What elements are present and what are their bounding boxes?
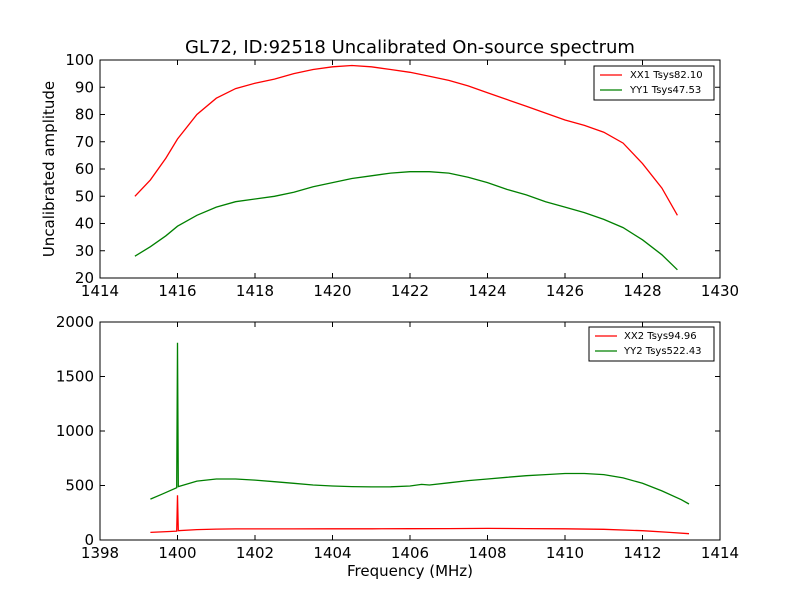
bottom-ytick-label-2: 1000 xyxy=(56,422,94,440)
top-chart-series xyxy=(134,64,678,271)
top-ytick-label-3: 50 xyxy=(75,187,94,205)
top-xtick-label-6: 1426 xyxy=(546,282,584,300)
bottom-chart-legend: XX2 Tsys94.96 YY2 Tsys522.43 xyxy=(588,326,715,362)
bottom-ytick-label-1: 500 xyxy=(65,477,94,495)
bottom-xtick-label-1: 1400 xyxy=(158,544,196,562)
top-ytick-label-1: 30 xyxy=(75,242,94,260)
bottom-series-line-0 xyxy=(150,495,690,535)
top-series-line-1 xyxy=(134,171,678,271)
bottom-xtick-label-6: 1410 xyxy=(546,544,584,562)
bottom-chart: Frequency (MHz) 1398 1400 1402 1404 1406 1408… xyxy=(56,313,739,580)
top-chart-title: GL72, ID:92518 Uncalibrated On-source sp… xyxy=(185,37,635,58)
bottom-chart-xlabel: Frequency (MHz) xyxy=(347,562,473,580)
bottom-xtick-label-8: 1414 xyxy=(701,544,739,562)
bottom-legend-label-xx2: XX2 Tsys94.96 xyxy=(624,331,697,342)
top-xtick-label-1: 1416 xyxy=(158,282,196,300)
top-ytick-label-6: 80 xyxy=(75,106,94,124)
top-legend-label-xx1: XX1 Tsys82.10 xyxy=(630,70,703,81)
top-chart-legend: XX1 Tsys82.10 YY1 Tsys47.53 xyxy=(593,65,715,101)
top-ytick-label-8: 100 xyxy=(65,51,94,69)
top-ytick-label-5: 70 xyxy=(75,133,94,151)
bottom-xtick-label-0: 1398 xyxy=(81,544,119,562)
top-chart-ylabel: Uncalibrated amplitude xyxy=(40,81,58,257)
bottom-xtick-label-4: 1406 xyxy=(391,544,429,562)
top-series-line-0 xyxy=(134,64,678,216)
top-xtick-label-2: 1418 xyxy=(236,282,274,300)
top-xtick-label-4: 1422 xyxy=(391,282,429,300)
bottom-xtick-label-2: 1402 xyxy=(236,544,274,562)
top-chart-ticks: 1414 1416 1418 1420 1422 1424 1426 1428 1430 20 30… xyxy=(65,51,739,300)
bottom-legend-box xyxy=(588,326,715,362)
bottom-chart-ticks: 1398 1400 1402 1404 1406 1408 1410 1412 1414 0 500… xyxy=(56,313,739,562)
bottom-ytick-label-4: 2000 xyxy=(56,313,94,331)
bottom-xtick-label-7: 1412 xyxy=(623,544,661,562)
bottom-series-line-1 xyxy=(150,342,690,505)
top-xtick-label-5: 1424 xyxy=(468,282,506,300)
top-xtick-label-8: 1430 xyxy=(701,282,739,300)
bottom-ytick-label-3: 1500 xyxy=(56,368,94,386)
top-xtick-label-3: 1420 xyxy=(313,282,351,300)
bottom-xtick-label-5: 1408 xyxy=(468,544,506,562)
top-ytick-label-2: 40 xyxy=(75,215,94,233)
bottom-ytick-label-0: 0 xyxy=(84,531,94,549)
top-xtick-label-7: 1428 xyxy=(623,282,661,300)
top-ytick-label-0: 20 xyxy=(75,269,94,287)
top-ytick-label-7: 90 xyxy=(75,78,94,96)
bottom-xtick-label-3: 1404 xyxy=(313,544,351,562)
top-chart: GL72, ID:92518 Uncalibrated On-source sp… xyxy=(40,37,739,300)
top-legend-box xyxy=(593,65,715,101)
top-xtick-label-0: 1414 xyxy=(81,282,119,300)
top-legend-label-yy1: YY1 Tsys47.53 xyxy=(629,85,701,96)
bottom-chart-series xyxy=(150,342,690,535)
bottom-legend-label-yy2: YY2 Tsys522.43 xyxy=(623,346,702,357)
top-ytick-label-4: 60 xyxy=(75,160,94,178)
